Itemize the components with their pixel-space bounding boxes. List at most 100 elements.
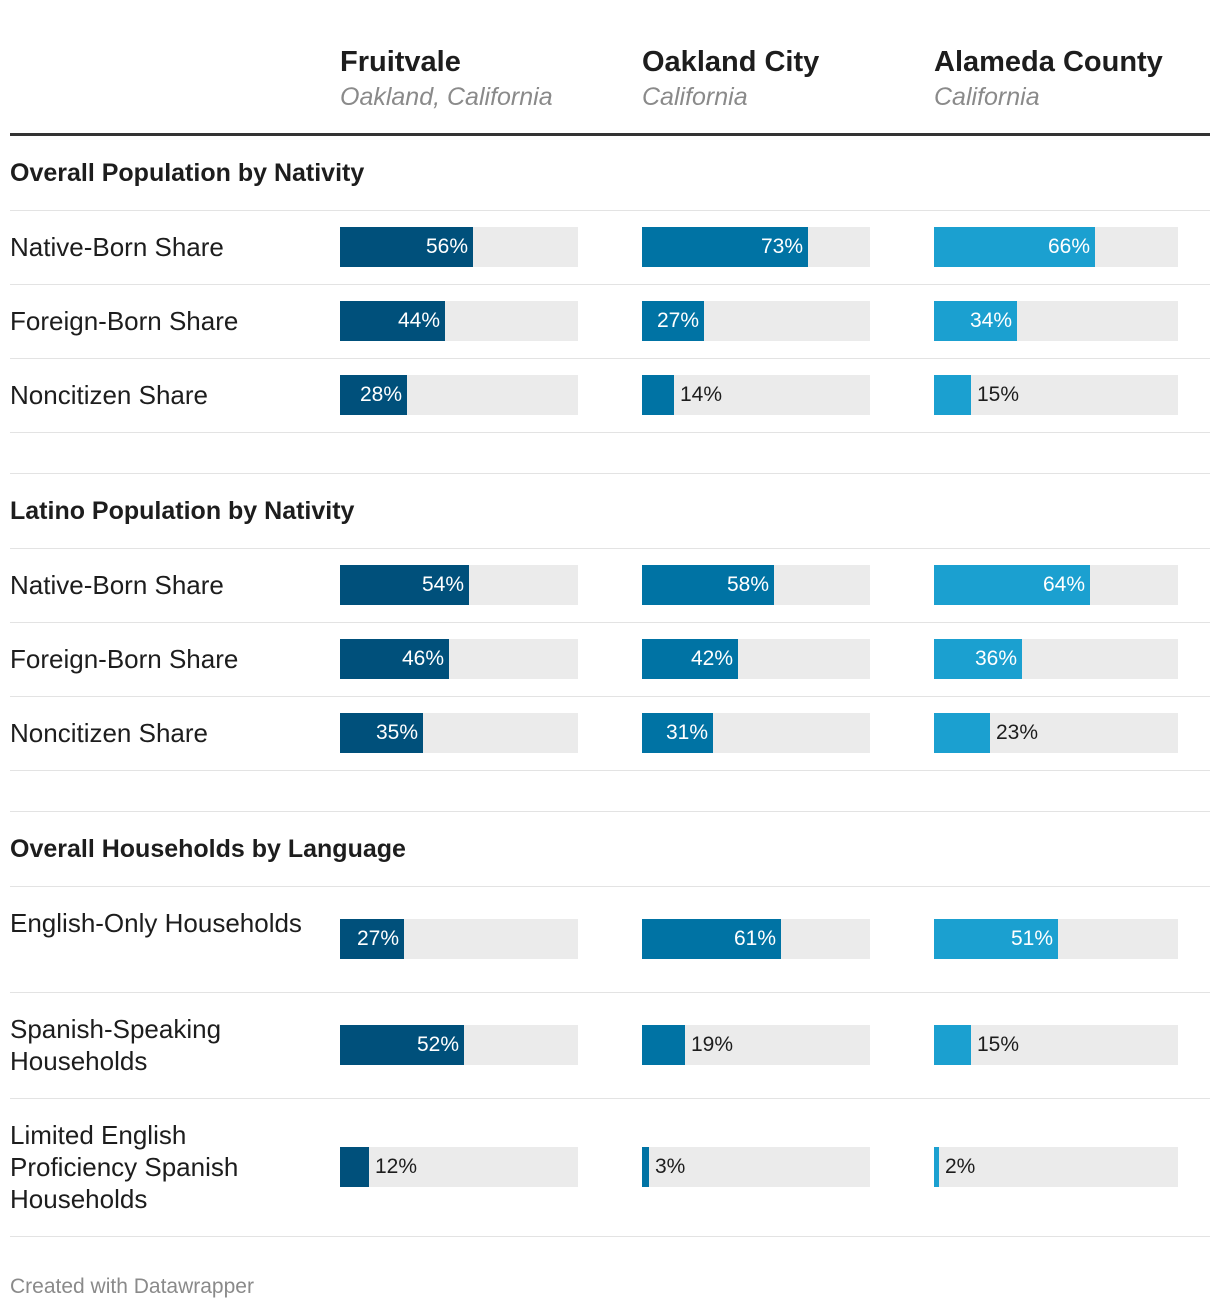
bar-value-label: 12% — [375, 1155, 418, 1178]
footer-credit: Created with Datawrapper — [10, 1275, 254, 1298]
bar-track: 44% — [340, 301, 578, 341]
bar-value-label: 56% — [425, 235, 468, 258]
bar — [934, 375, 971, 415]
bar-track: 12% — [340, 1147, 578, 1187]
row-label: Native-Born Share — [10, 570, 224, 600]
row-divider — [10, 284, 1210, 285]
bar-value-label: 36% — [974, 647, 1017, 670]
row-label: Native-Born Share — [10, 232, 224, 262]
bar — [934, 227, 1095, 267]
bar-track: 27% — [642, 301, 870, 341]
bar-value-label: 34% — [969, 309, 1012, 332]
bar — [642, 919, 781, 959]
column-subtitle: California — [934, 83, 1040, 111]
bar-track: 34% — [934, 301, 1178, 341]
bar-track: 52% — [340, 1025, 578, 1065]
bar-value-label: 46% — [401, 647, 444, 670]
bar-track: 73% — [642, 227, 870, 267]
row-label: Spanish-Speaking Households — [10, 1014, 222, 1076]
section-title: Overall Population by Nativity — [10, 159, 365, 187]
bar-track: 35% — [340, 713, 578, 753]
bar-track: 56% — [340, 227, 578, 267]
bar-track: 15% — [934, 375, 1178, 415]
bar — [642, 713, 713, 753]
row-divider — [10, 622, 1210, 623]
row-divider — [10, 886, 1210, 887]
bar-track: 66% — [934, 227, 1178, 267]
column-title: Oakland City — [642, 46, 820, 78]
row-divider — [10, 1236, 1210, 1237]
row-label: Foreign-Born Share — [10, 306, 239, 336]
bar-value-label: 35% — [375, 721, 418, 744]
row-divider — [10, 696, 1210, 697]
bar — [934, 1025, 971, 1065]
bar — [340, 713, 423, 753]
section-divider — [10, 473, 1210, 474]
bar — [340, 1025, 464, 1065]
bar-value-label: 2% — [945, 1155, 976, 1178]
bar-value-label: 27% — [356, 927, 399, 950]
bar — [642, 1025, 685, 1065]
bar — [934, 919, 1058, 959]
column-subtitle: California — [642, 83, 748, 111]
bar-track: 51% — [934, 919, 1178, 959]
bar-value-label: 51% — [1010, 927, 1053, 950]
section-divider — [10, 811, 1210, 812]
bar-track: 3% — [642, 1147, 870, 1187]
bar-value-label: 44% — [397, 309, 440, 332]
row-divider — [10, 358, 1210, 359]
row-divider — [10, 1098, 1210, 1099]
bar — [642, 1147, 649, 1187]
bar-track: 14% — [642, 375, 870, 415]
bar-value-label: 27% — [656, 309, 699, 332]
bar-track: 54% — [340, 565, 578, 605]
bar — [340, 1147, 369, 1187]
bar-value-label: 19% — [691, 1033, 734, 1056]
bar-track: 15% — [934, 1025, 1178, 1065]
bar — [934, 1147, 939, 1187]
bar — [642, 375, 674, 415]
bar-value-label: 54% — [421, 573, 464, 596]
row-divider — [10, 432, 1210, 433]
section-title: Latino Population by Nativity — [10, 497, 355, 525]
row-divider — [10, 770, 1210, 771]
row-label: Limited English Proficiency Spanish Hous… — [10, 1120, 239, 1214]
bar — [340, 639, 449, 679]
bar-value-label: 52% — [416, 1033, 459, 1056]
bar-value-label: 64% — [1042, 573, 1085, 596]
row-label: Noncitizen Share — [10, 718, 208, 748]
section-title: Overall Households by Language — [10, 835, 406, 863]
bar-value-label: 15% — [977, 1033, 1020, 1056]
column-title: Fruitvale — [340, 46, 461, 78]
row-label: English-Only Households — [10, 908, 302, 938]
bar-value-label: 23% — [996, 721, 1039, 744]
bar — [934, 639, 1022, 679]
bar-track: 31% — [642, 713, 870, 753]
bar — [934, 713, 990, 753]
bar — [934, 565, 1090, 605]
bar — [340, 565, 469, 605]
bar — [340, 919, 404, 959]
bar-track: 46% — [340, 639, 578, 679]
bar-value-label: 28% — [359, 383, 402, 406]
row-divider — [10, 992, 1210, 993]
column-subtitle: Oakland, California — [340, 83, 553, 111]
bar-track: 58% — [642, 565, 870, 605]
bar-track: 23% — [934, 713, 1178, 753]
header-divider — [10, 133, 1210, 136]
bar — [340, 301, 445, 341]
row-label: Foreign-Born Share — [10, 644, 239, 674]
bar-value-label: 14% — [680, 383, 723, 406]
bar-track: 61% — [642, 919, 870, 959]
bar-value-label: 58% — [726, 573, 769, 596]
bar — [934, 301, 1017, 341]
bar-value-label: 66% — [1047, 235, 1090, 258]
bar-track: 19% — [642, 1025, 870, 1065]
bar-value-label: 61% — [733, 927, 776, 950]
bar-value-label: 42% — [690, 647, 733, 670]
bar — [340, 227, 473, 267]
row-divider — [10, 548, 1210, 549]
bar — [642, 565, 774, 605]
bar — [642, 301, 704, 341]
